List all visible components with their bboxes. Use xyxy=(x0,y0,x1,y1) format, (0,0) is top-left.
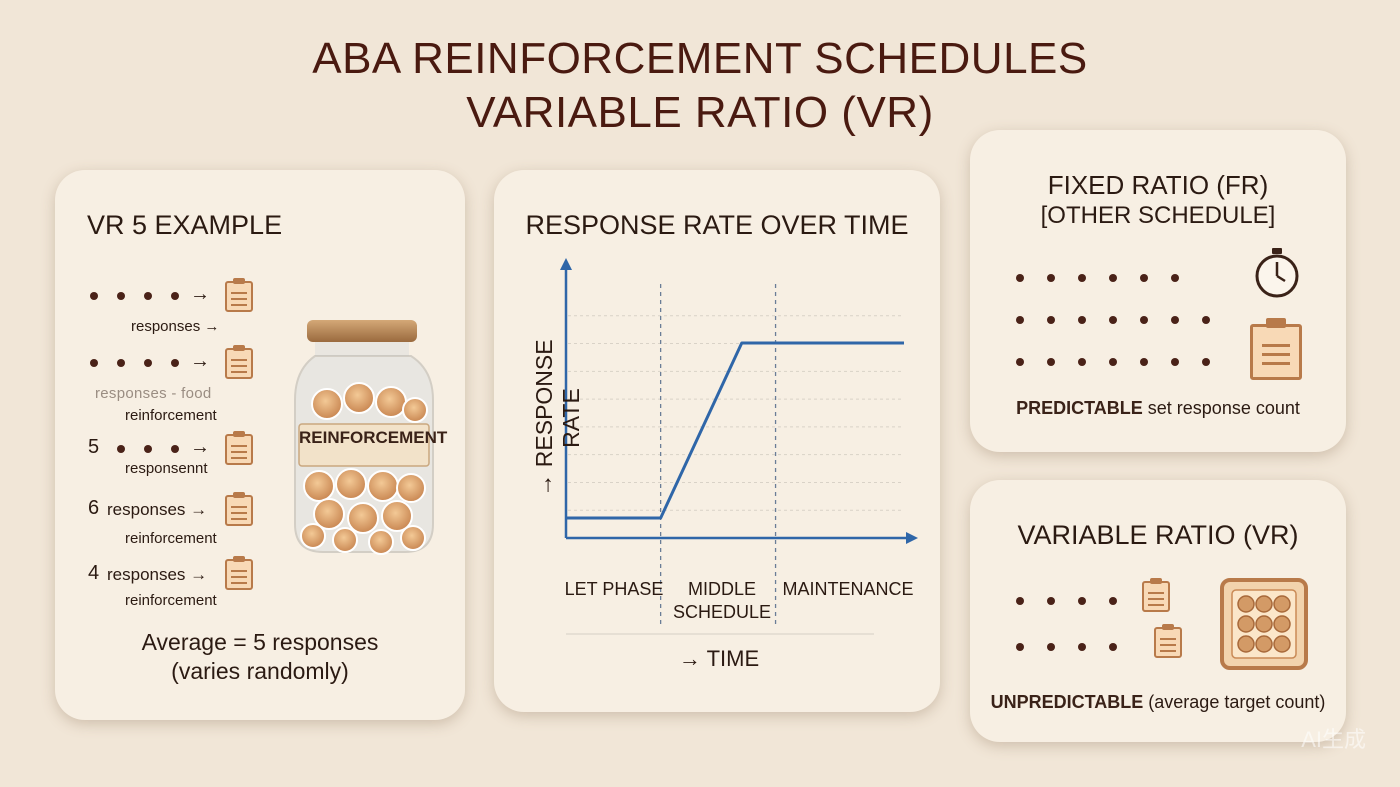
vr5-row-4-text: responses → xyxy=(107,500,208,519)
response-dot xyxy=(171,359,179,367)
response-dot xyxy=(1109,643,1117,651)
fr-caption: PREDICTABLE set response count xyxy=(970,398,1346,419)
vr5-example-card: VR 5 EXAMPLE → responses → → responses -… xyxy=(55,170,465,720)
arrow-icon: → xyxy=(190,283,210,305)
response-dot xyxy=(1171,316,1179,324)
response-dot xyxy=(1202,358,1210,366)
clipboard-icon xyxy=(225,345,253,379)
variable-ratio-card: VARIABLE RATIO (VR) UNPREDICTABLE (avera… xyxy=(970,480,1346,742)
vr5-row-5-text: responses → xyxy=(107,565,208,584)
average-line-1: Average = 5 responses xyxy=(141,629,379,655)
fixed-ratio-card: FIXED RATIO (FR) [OTHER SCHEDULE] PREDIC… xyxy=(970,130,1346,452)
chart-heading: RESPONSE RATE OVER TIME xyxy=(525,210,909,240)
response-dot xyxy=(1109,274,1117,282)
vr5-row-3-count: 5 xyxy=(88,436,100,458)
response-dot xyxy=(1047,274,1055,282)
clipboard-icon xyxy=(225,278,253,312)
response-dot xyxy=(171,292,179,300)
response-dot xyxy=(1140,274,1148,282)
fr-subheading: [OTHER SCHEDULE] xyxy=(1040,202,1276,229)
response-dot xyxy=(1171,274,1179,282)
response-dot xyxy=(1047,316,1055,324)
page-subtitle: VARIABLE RATIO (VR) xyxy=(466,88,934,137)
vr5-row-2-label: reinforcement xyxy=(125,407,217,424)
vr-heading: VARIABLE RATIO (VR) xyxy=(1017,520,1299,550)
response-dot xyxy=(144,445,152,453)
response-dot xyxy=(1078,358,1086,366)
vr-caption-bold: UNPREDICTABLE xyxy=(990,692,1144,712)
arrow-icon: → xyxy=(190,436,210,458)
clipboard-icon xyxy=(1250,318,1302,380)
watermark: AI生成 xyxy=(1301,727,1366,752)
token-jar-icon xyxy=(294,320,434,555)
response-dot xyxy=(1016,274,1024,282)
fr-heading: FIXED RATIO (FR) xyxy=(1047,170,1269,200)
fr-caption-bold: PREDICTABLE xyxy=(1016,398,1143,418)
clipboard-icon xyxy=(225,556,253,590)
clipboard-icon xyxy=(1142,578,1170,612)
token-board-icon xyxy=(1220,578,1308,670)
response-rate-line xyxy=(566,341,904,520)
response-dot xyxy=(90,359,98,367)
response-dot xyxy=(1140,358,1148,366)
response-dot xyxy=(1078,274,1086,282)
response-dot xyxy=(1171,358,1179,366)
clipboard-icon xyxy=(225,431,253,465)
timer-icon xyxy=(1255,248,1299,298)
response-dot xyxy=(1047,643,1055,651)
response-dot xyxy=(1016,316,1024,324)
phase-label-3: MAINTENANCE xyxy=(782,579,914,599)
phase-label-2-line-1: MIDDLE xyxy=(687,579,756,599)
vr5-row-5-label: reinforcement xyxy=(125,592,217,609)
response-dot xyxy=(1202,316,1210,324)
phase-label-2-line-2: SCHEDULE xyxy=(672,602,772,622)
response-dot xyxy=(117,445,125,453)
fr-caption-rest: set response count xyxy=(1142,398,1300,418)
response-rate-chart-card: RESPONSE RATE OVER TIME → RESPONSE RATE … xyxy=(494,170,940,712)
vr-caption-rest: (average target count) xyxy=(1143,692,1326,712)
response-dot xyxy=(144,292,152,300)
clipboard-icon xyxy=(1154,624,1182,658)
response-dot xyxy=(144,359,152,367)
response-dot xyxy=(1109,358,1117,366)
response-dot xyxy=(1109,316,1117,324)
page-title: ABA REINFORCEMENT SCHEDULES xyxy=(312,34,1088,83)
vr5-row-5-count: 4 xyxy=(88,562,100,584)
x-axis-label: → TIME xyxy=(678,646,760,671)
jar-label: REINFORCEMENT xyxy=(299,428,448,447)
response-dot xyxy=(117,359,125,367)
response-dot xyxy=(171,445,179,453)
arrow-icon: → xyxy=(190,350,210,372)
x-axis-arrow xyxy=(906,532,918,544)
response-dot xyxy=(1078,597,1086,605)
response-dot xyxy=(117,292,125,300)
response-dot xyxy=(1078,643,1086,651)
response-dot xyxy=(90,292,98,300)
vr5-row-1-label: responses → xyxy=(131,318,220,335)
vr5-row-4-label: reinforcement xyxy=(125,530,217,547)
y-axis-label: → RESPONSE RATE xyxy=(531,339,584,497)
response-dot xyxy=(1140,316,1148,324)
average-line-2: (varies randomly) xyxy=(171,658,349,684)
vr5-heading: VR 5 EXAMPLE xyxy=(87,210,283,240)
response-dot xyxy=(1047,358,1055,366)
response-dot xyxy=(1016,358,1024,366)
response-dot xyxy=(1016,643,1024,651)
vr-caption: UNPREDICTABLE (average target count) xyxy=(970,692,1346,713)
vr5-row-3-label: responsennt xyxy=(125,460,208,477)
vr5-row-4-count: 6 xyxy=(88,497,100,519)
phase-label-1: LET PHASE xyxy=(564,579,664,599)
response-dot xyxy=(1109,597,1117,605)
response-dot xyxy=(1078,316,1086,324)
vr5-row-2-faded-label: responses - food xyxy=(95,385,212,402)
response-rate-chart xyxy=(560,258,918,635)
response-dot xyxy=(1016,597,1024,605)
clipboard-icon xyxy=(225,492,253,526)
y-axis-arrow xyxy=(560,258,572,270)
response-dot xyxy=(1047,597,1055,605)
